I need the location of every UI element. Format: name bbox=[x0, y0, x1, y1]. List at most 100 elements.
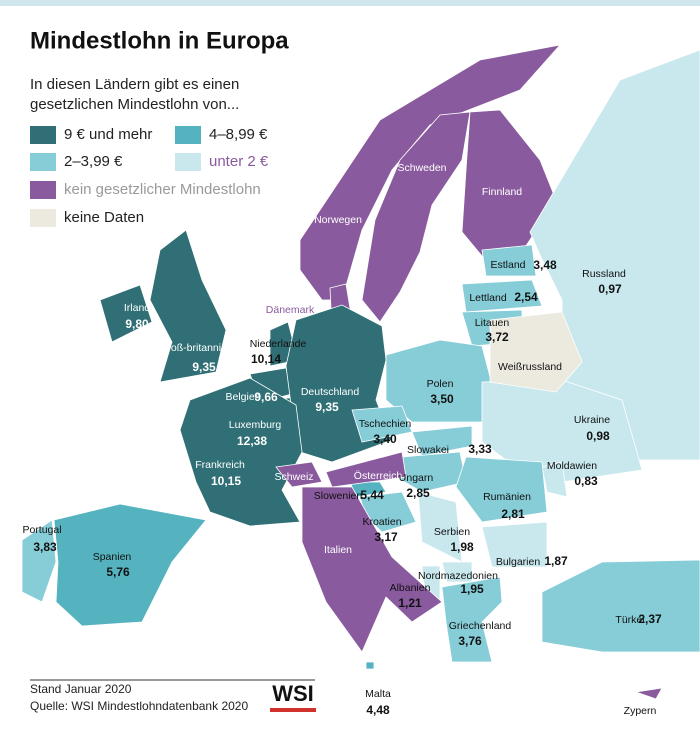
country-value: 1,21 bbox=[398, 596, 422, 610]
country-value: 0,98 bbox=[586, 429, 610, 443]
country-name: Slowenien bbox=[314, 490, 363, 502]
country-shape bbox=[481, 379, 643, 483]
country-value: 9,35 bbox=[315, 400, 339, 414]
country-shape bbox=[411, 425, 473, 457]
country-name: Rumänien bbox=[483, 491, 531, 503]
legend-swatch bbox=[30, 126, 56, 144]
country-name: Estland bbox=[490, 259, 525, 271]
country-value: 2,54 bbox=[514, 290, 538, 304]
country-value: 1,87 bbox=[544, 554, 568, 568]
country-value: 2,37 bbox=[638, 612, 662, 626]
country-name: Schweden bbox=[397, 162, 446, 174]
country-shape bbox=[441, 576, 503, 663]
country-name: Italien bbox=[324, 544, 352, 556]
country-shape bbox=[361, 111, 471, 323]
country-name: Ungarn bbox=[399, 472, 434, 484]
legend-label: keine Daten bbox=[64, 209, 144, 226]
country-value: 3,83 bbox=[33, 540, 57, 554]
country-name: Litauen bbox=[475, 317, 510, 329]
country-value: 9,66 bbox=[254, 390, 278, 404]
country-name: Norwegen bbox=[314, 214, 362, 226]
country-shape bbox=[481, 244, 537, 277]
country-name: Moldawien bbox=[547, 460, 597, 472]
country-shape bbox=[149, 229, 227, 383]
land bbox=[21, 44, 700, 700]
country-value: 5,44 bbox=[360, 488, 384, 502]
country-shape bbox=[489, 311, 583, 393]
country-shape bbox=[461, 279, 543, 313]
legend-swatch bbox=[30, 153, 56, 171]
country-shape bbox=[99, 284, 153, 343]
subtitle: gesetzlichen Mindestlohn von... bbox=[30, 96, 239, 113]
country-shape bbox=[179, 377, 303, 527]
country-value: 3,33 bbox=[468, 442, 492, 456]
legend-swatch bbox=[30, 181, 56, 199]
ui: Mindestlohn in Europa In diesen Ländern … bbox=[30, 27, 316, 713]
country-name: Tschechien bbox=[359, 418, 412, 430]
country-name: Polen bbox=[427, 378, 454, 390]
country-name: Zypern bbox=[624, 705, 657, 717]
country-name: Finnland bbox=[482, 186, 522, 198]
country-name: Malta bbox=[365, 688, 391, 700]
legend-swatch bbox=[30, 209, 56, 227]
legend-label: unter 2 € bbox=[209, 153, 269, 170]
country-name: Weißrussland bbox=[498, 361, 562, 373]
country-value: 10,14 bbox=[251, 352, 281, 366]
country-shape bbox=[301, 486, 443, 653]
country-shape bbox=[541, 461, 568, 498]
legend-swatch bbox=[175, 126, 201, 144]
country-shape bbox=[455, 456, 548, 523]
country-name: Griechenland bbox=[449, 620, 512, 632]
footer-source: Quelle: WSI Mindestlohndatenbank 2020 bbox=[30, 699, 248, 713]
country-value: 3,72 bbox=[485, 330, 509, 344]
country-name: Türkei bbox=[615, 614, 644, 626]
country-value: 1,95 bbox=[460, 582, 484, 596]
country-name: Irland bbox=[124, 302, 150, 314]
country-name: Bulgarien bbox=[496, 556, 541, 568]
country-name: Serbien bbox=[434, 526, 470, 538]
country-name: Dänemark bbox=[266, 304, 315, 316]
country-shape bbox=[365, 661, 375, 670]
country-value: 3,48 bbox=[533, 258, 557, 272]
country-shape bbox=[635, 687, 663, 700]
country-name: Österreich bbox=[354, 470, 403, 482]
country-name: Slowakei bbox=[407, 444, 449, 456]
country-shape bbox=[325, 451, 407, 488]
country-value: 0,97 bbox=[598, 282, 622, 296]
legend-swatch bbox=[175, 153, 201, 171]
country-name: Groß-britannien bbox=[159, 342, 233, 354]
country-shape bbox=[275, 461, 323, 488]
footer-date: Stand Januar 2020 bbox=[30, 682, 132, 696]
legend-label: 2–3,99 € bbox=[64, 153, 123, 170]
country-value: 10,15 bbox=[211, 474, 241, 488]
country-value: 2,81 bbox=[501, 507, 525, 521]
labels: Norwegen Schweden Finnland Dänemark Irland 9,… bbox=[22, 162, 662, 717]
logo-box bbox=[270, 684, 316, 712]
country-value: 9,35 bbox=[192, 360, 216, 374]
country-name: Lettland bbox=[469, 292, 507, 304]
country-name: Ukraine bbox=[574, 414, 610, 426]
legend-label: kein gesetzlicher Mindestlohn bbox=[64, 181, 261, 198]
country-name: Luxemburg bbox=[229, 419, 282, 431]
legend-label: 4–8,99 € bbox=[209, 126, 268, 143]
country-shape bbox=[541, 559, 700, 653]
country-name: Nordmazedonien bbox=[418, 570, 498, 582]
country-shape bbox=[481, 521, 548, 568]
country-value: 3,76 bbox=[458, 634, 482, 648]
country-value: 3,50 bbox=[430, 392, 454, 406]
country-name: Schweiz bbox=[274, 471, 313, 483]
country-name: Kroatien bbox=[362, 516, 401, 528]
country-name: Russland bbox=[582, 268, 626, 280]
country-value: 3,17 bbox=[374, 530, 398, 544]
title: Mindestlohn in Europa bbox=[30, 27, 289, 54]
country-name: Belgien bbox=[225, 391, 260, 403]
subtitle: In diesen Ländern gibt es einen bbox=[30, 76, 239, 93]
country-name: Albanien bbox=[390, 582, 431, 594]
country-name: Portugal bbox=[22, 524, 61, 536]
country-shape bbox=[53, 503, 207, 627]
country-value: 4,48 bbox=[366, 703, 390, 717]
country-shape bbox=[21, 519, 57, 603]
country-name: Niederlande bbox=[250, 338, 307, 350]
country-value: 12,38 bbox=[237, 434, 267, 448]
